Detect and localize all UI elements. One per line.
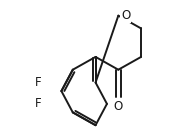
Text: O: O	[114, 100, 123, 113]
Text: O: O	[121, 9, 130, 22]
Text: F: F	[35, 97, 41, 110]
Text: F: F	[35, 76, 41, 89]
